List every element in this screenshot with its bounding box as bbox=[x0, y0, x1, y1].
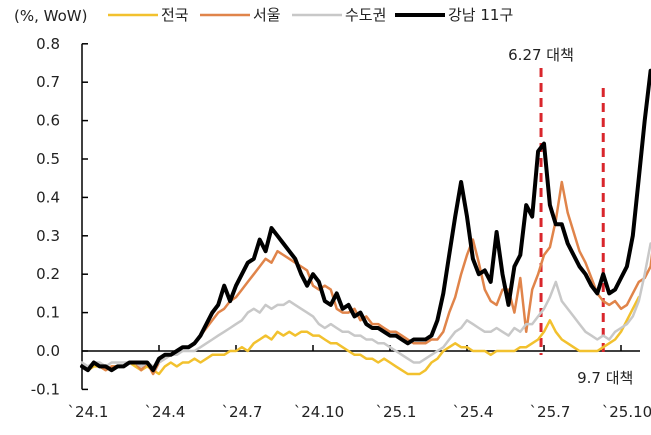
y-tick-label: 0.5 bbox=[36, 150, 60, 168]
y-tick-label: -0.1 bbox=[31, 380, 60, 398]
y-tick-label: 0.4 bbox=[36, 188, 60, 206]
annotations: 6.27 대책 9.7 대책 bbox=[508, 46, 633, 387]
x-tick-label: `24.1 bbox=[68, 403, 109, 421]
legend-label: 전국 bbox=[161, 6, 189, 24]
y-tick-label: 0.7 bbox=[36, 73, 60, 91]
y-tick-label: 0.8 bbox=[36, 35, 60, 53]
policy-marker-label: 9.7 대책 bbox=[577, 369, 633, 387]
x-tick-label: `25.7 bbox=[530, 403, 571, 421]
y-axis-label: (%, WoW) bbox=[14, 7, 87, 25]
legend: 전국 서울 수도권 강남 11구 bbox=[108, 6, 513, 24]
x-tick-label: `25.1 bbox=[376, 403, 417, 421]
y-tick-label: 0.1 bbox=[36, 304, 60, 322]
y-tick-label: 0.3 bbox=[36, 227, 60, 245]
series-line-수도권 bbox=[80, 242, 651, 368]
y-tick-label: 0.0 bbox=[36, 342, 60, 360]
legend-label: 강남 11구 bbox=[448, 6, 513, 24]
x-tick-label: `24.10 bbox=[294, 403, 344, 421]
legend-label: 서울 bbox=[253, 6, 281, 24]
series-lines bbox=[80, 68, 651, 376]
x-tick-label: `25.10 bbox=[602, 403, 651, 421]
y-tick-label: 0.6 bbox=[36, 112, 60, 130]
x-tick-label: `25.4 bbox=[453, 403, 494, 421]
legend-label: 수도권 bbox=[345, 6, 386, 24]
y-tick-label: 0.2 bbox=[36, 265, 60, 283]
x-tick-label: `24.7 bbox=[222, 403, 263, 421]
x-tick-label: `24.4 bbox=[145, 403, 186, 421]
policy-marker-label: 6.27 대책 bbox=[508, 46, 574, 64]
series-line-강남 11구 bbox=[80, 68, 651, 373]
series-line-전국 bbox=[80, 295, 641, 376]
axes: 0.8 0.7 0.6 0.5 0.4 0.3 0.2 0.1 0.0 -0.1 `24.1 `24.… bbox=[31, 35, 651, 421]
